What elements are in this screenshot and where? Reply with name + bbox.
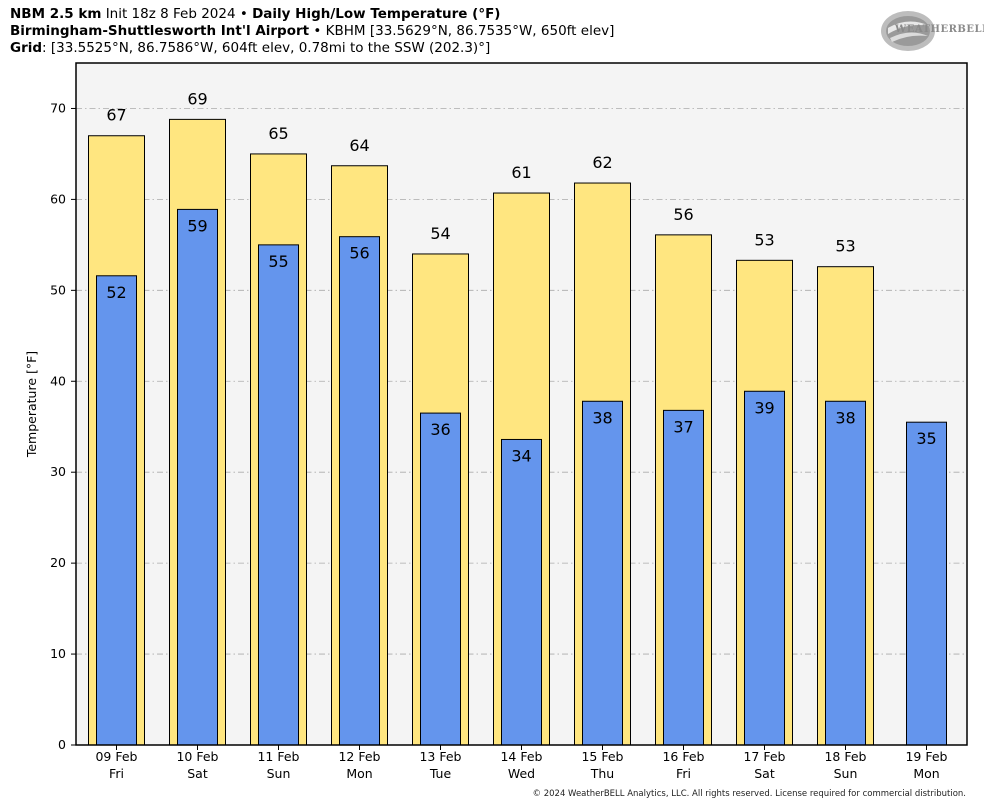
x-tick-weekday: Sun <box>267 766 291 781</box>
high-value-label: 62 <box>592 153 612 172</box>
header-line-1: NBM 2.5 km Init 18z 8 Feb 2024 • Daily H… <box>10 6 501 22</box>
y-tick-label: 0 <box>58 737 66 752</box>
x-tick-date: 17 Feb <box>743 749 785 764</box>
low-bar <box>744 390 785 746</box>
high-value-label: 67 <box>106 106 126 125</box>
low-value-label: 59 <box>187 216 207 235</box>
x-tick-date: 14 Feb <box>500 749 542 764</box>
weatherbell-logo-icon <box>881 11 935 51</box>
x-tick-date: 09 Feb <box>95 749 137 764</box>
high-value-label: 53 <box>754 230 774 249</box>
y-tick-label: 30 <box>50 464 66 479</box>
chart-title: Daily High/Low Temperature (°F) <box>252 6 501 22</box>
y-tick-label: 20 <box>50 555 66 570</box>
x-tick-weekday: Sat <box>187 766 208 781</box>
x-tick-date: 12 Feb <box>338 749 380 764</box>
model-name: NBM 2.5 km <box>10 6 102 22</box>
x-tick-weekday: Sat <box>754 766 775 781</box>
high-value-label: 64 <box>349 136 369 155</box>
station-name: Birmingham-Shuttlesworth Int'l Airport <box>10 23 310 39</box>
x-tick-weekday: Fri <box>676 766 691 781</box>
x-tick-date: 11 Feb <box>257 749 299 764</box>
x-tick-date: 13 Feb <box>419 749 461 764</box>
y-tick-label: 10 <box>50 646 66 661</box>
low-bar <box>582 400 623 746</box>
low-value-label: 52 <box>106 283 126 302</box>
low-bar <box>420 412 461 746</box>
low-value-label: 39 <box>754 398 774 417</box>
low-bar <box>96 275 137 746</box>
x-tick-date: 16 Feb <box>662 749 704 764</box>
low-bar <box>501 438 542 746</box>
y-tick-label: 70 <box>50 100 66 115</box>
x-tick-weekday: Thu <box>590 766 614 781</box>
x-tick-weekday: Mon <box>913 766 939 781</box>
low-value-label: 36 <box>430 420 450 439</box>
low-bar <box>339 236 380 746</box>
x-tick-weekday: Wed <box>508 766 535 781</box>
low-value-label: 37 <box>673 417 693 436</box>
init-time: Init 18z 8 Feb 2024 <box>105 6 236 22</box>
low-value-label: 34 <box>511 446 531 465</box>
low-value-label: 35 <box>916 429 936 448</box>
y-tick-label: 60 <box>50 191 66 206</box>
x-tick-date: 10 Feb <box>176 749 218 764</box>
low-value-label: 55 <box>268 252 288 271</box>
x-tick-date: 15 Feb <box>581 749 623 764</box>
low-bar <box>258 244 299 746</box>
high-value-label: 69 <box>187 89 207 108</box>
logo-text: WEATHERBELL <box>895 24 984 35</box>
y-tick-label: 40 <box>50 373 66 388</box>
x-tick-weekday: Mon <box>346 766 372 781</box>
low-value-label: 56 <box>349 244 369 263</box>
low-value-label: 38 <box>835 408 855 427</box>
low-bar <box>177 208 218 746</box>
x-tick-weekday: Sun <box>834 766 858 781</box>
grid-info: : [33.5525°N, 86.7586°W, 604ft elev, 0.7… <box>42 40 491 56</box>
x-tick-date: 18 Feb <box>824 749 866 764</box>
high-value-label: 54 <box>430 224 450 243</box>
high-value-label: 56 <box>673 205 693 224</box>
high-value-label: 61 <box>511 163 531 182</box>
x-tick-date: 19 Feb <box>905 749 947 764</box>
low-bar <box>663 409 704 746</box>
low-bar <box>906 421 947 746</box>
x-tick-weekday: Fri <box>109 766 124 781</box>
high-value-label: 53 <box>835 237 855 256</box>
chart-header: NBM 2.5 km Init 18z 8 Feb 2024 • Daily H… <box>10 6 614 57</box>
high-value-label: 65 <box>268 124 288 143</box>
header-line-2: Birmingham-Shuttlesworth Int'l Airport •… <box>10 23 615 39</box>
plot-frame <box>75 62 968 746</box>
header-line-3: Grid: [33.5525°N, 86.7586°W, 604ft elev,… <box>10 40 614 57</box>
grid-label: Grid <box>10 40 43 56</box>
x-tick-weekday: Tue <box>429 766 452 781</box>
low-value-label: 38 <box>592 408 612 427</box>
station-info: KBHM [33.5629°N, 86.7535°W, 650ft elev] <box>325 23 615 39</box>
copyright-footer: © 2024 WeatherBELL Analytics, LLC. All r… <box>532 789 966 799</box>
low-bar <box>825 400 866 746</box>
y-tick-label: 50 <box>50 282 66 297</box>
y-axis-label: Temperature [°F] <box>24 351 39 458</box>
